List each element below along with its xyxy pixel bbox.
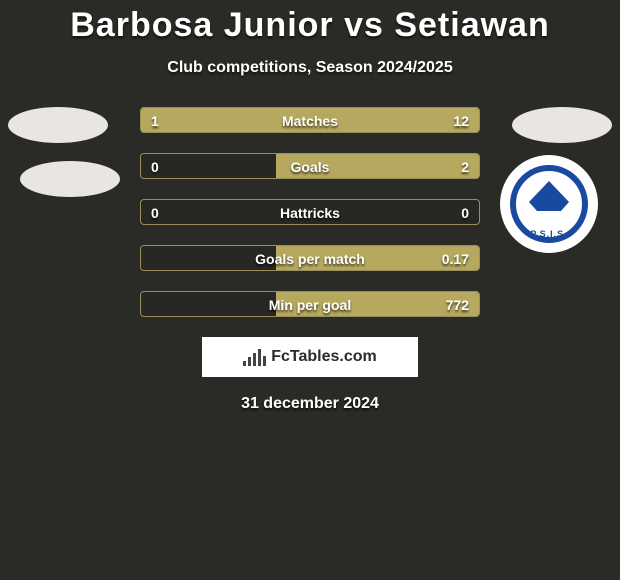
player-badge-left-2 [20,161,120,197]
stat-label: Hattricks [141,200,479,225]
stat-label: Min per goal [141,292,479,317]
stat-row: Goals per match0.17 [140,245,480,271]
player-badge-left-1 [8,107,108,143]
stat-label: Goals per match [141,246,479,271]
branding-text: FcTables.com [271,348,377,366]
stat-row: Min per goal772 [140,291,480,317]
crest-text: P.S.I.S. [530,229,567,239]
club-crest: P.S.I.S. [500,155,598,253]
crest-icon [529,181,569,211]
stat-value-right: 2 [461,154,469,179]
stat-value-right: 0.17 [442,246,469,271]
stat-label: Matches [141,108,479,133]
branding[interactable]: FcTables.com [202,337,418,377]
player-badge-right-1 [512,107,612,143]
page-title: Barbosa Junior vs Setiawan [0,0,620,45]
comparison-area: P.S.I.S. 1Matches120Goals20Hattricks0Goa… [0,107,620,413]
stat-value-right: 0 [461,200,469,225]
date-label: 31 december 2024 [0,395,620,413]
stat-label: Goals [141,154,479,179]
stat-value-right: 772 [446,292,469,317]
stat-value-right: 12 [453,108,469,133]
subtitle: Club competitions, Season 2024/2025 [0,59,620,77]
stat-rows: 1Matches120Goals20Hattricks0Goals per ma… [140,107,480,317]
stat-row: 0Goals2 [140,153,480,179]
stat-row: 0Hattricks0 [140,199,480,225]
chart-icon [243,348,265,366]
stat-row: 1Matches12 [140,107,480,133]
